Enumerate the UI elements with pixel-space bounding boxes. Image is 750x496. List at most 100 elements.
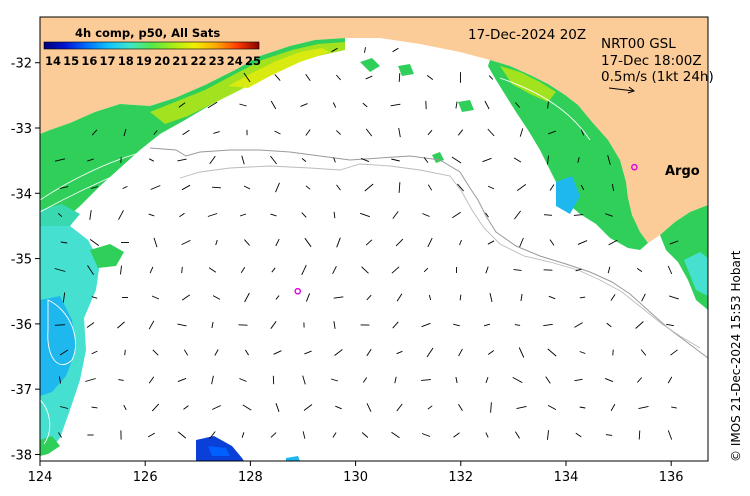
current-vector xyxy=(362,102,368,108)
current-vector xyxy=(549,184,555,191)
colorbar-label: 25 xyxy=(245,54,261,68)
y-tick-label: -33 xyxy=(11,122,32,137)
current-vector xyxy=(545,376,551,384)
vector-scale-label: 0.5m/s (1kt 24h) xyxy=(601,69,714,85)
credit-text: © IMOS 21-Dec-2024 15:53 Hobart xyxy=(729,250,743,462)
current-vector xyxy=(547,155,549,165)
current-vector xyxy=(514,102,521,108)
current-vector xyxy=(489,293,493,302)
current-vector xyxy=(59,406,69,409)
current-vector xyxy=(181,184,191,191)
current-vector xyxy=(575,432,582,438)
current-vector xyxy=(580,184,585,191)
current-vector xyxy=(211,375,214,385)
current-vector xyxy=(336,184,341,191)
current-vector xyxy=(330,378,339,382)
current-vector xyxy=(332,265,337,275)
x-tick-label: 132 xyxy=(448,470,473,485)
product-title: 4h comp, p50, All Sats xyxy=(75,26,220,40)
current-vector xyxy=(579,296,586,299)
current-vector xyxy=(667,265,673,275)
current-vector xyxy=(245,349,249,356)
current-vector xyxy=(211,321,214,329)
current-vector xyxy=(453,323,460,327)
argo-floats xyxy=(294,163,638,295)
colorbar-label: 14 xyxy=(45,54,61,68)
current-vector xyxy=(54,324,66,326)
current-vector xyxy=(333,296,344,299)
current-vector xyxy=(452,211,461,219)
current-vector xyxy=(396,350,403,355)
current-vector xyxy=(459,239,462,246)
current-vector xyxy=(153,130,158,135)
land-mass xyxy=(40,17,708,243)
isobath-line xyxy=(149,147,708,359)
current-vector xyxy=(548,295,556,300)
current-vector xyxy=(547,430,549,440)
current-vector xyxy=(610,294,616,301)
current-vector xyxy=(635,321,644,329)
argo-float-marker[interactable] xyxy=(631,163,638,171)
current-vector xyxy=(453,432,460,438)
current-vector xyxy=(300,103,308,107)
current-vector xyxy=(520,293,523,302)
current-vector xyxy=(487,185,495,190)
current-vector xyxy=(177,377,187,383)
current-vector xyxy=(86,322,95,328)
current-vector xyxy=(459,294,462,301)
current-vector xyxy=(366,294,372,301)
current-vector xyxy=(59,186,69,189)
current-vector xyxy=(305,185,311,190)
current-vector xyxy=(640,349,647,356)
current-vector xyxy=(331,47,338,53)
current-vector xyxy=(547,405,557,410)
current-vector xyxy=(638,405,649,410)
current-vector xyxy=(421,433,431,437)
x-tick-label: 124 xyxy=(28,470,53,485)
current-vector xyxy=(148,320,155,330)
current-vector xyxy=(457,183,464,192)
current-vector xyxy=(636,268,643,272)
current-vector xyxy=(152,349,159,356)
y-tick-label: -32 xyxy=(11,57,32,72)
x-tick-label: 136 xyxy=(659,470,684,485)
current-vector xyxy=(213,131,220,134)
colorbar-label: 22 xyxy=(190,54,206,68)
current-vector xyxy=(671,406,677,409)
current-vector xyxy=(305,73,311,82)
current-vector xyxy=(270,432,277,438)
current-vector xyxy=(390,103,401,107)
current-vector xyxy=(574,378,583,382)
current-vector xyxy=(427,129,433,136)
current-vector xyxy=(270,155,277,165)
current-vector xyxy=(208,267,217,273)
colorbar-label: 18 xyxy=(118,54,134,68)
current-vector xyxy=(490,402,492,413)
current-vector xyxy=(57,212,63,218)
current-vector xyxy=(398,182,401,193)
current-vector xyxy=(148,213,155,217)
current-vector xyxy=(607,155,611,165)
current-vector xyxy=(423,267,429,273)
current-vector xyxy=(89,210,92,220)
current-vector xyxy=(332,102,337,108)
current-vector xyxy=(333,211,336,219)
current-vector xyxy=(577,240,588,245)
current-vector xyxy=(451,156,462,164)
current-vector xyxy=(332,432,337,438)
argo-float-marker[interactable] xyxy=(294,287,302,295)
current-vector xyxy=(275,238,280,247)
current-vector xyxy=(485,376,489,384)
current-vector xyxy=(362,377,368,383)
current-vector xyxy=(426,347,434,358)
current-vector xyxy=(54,158,66,162)
current-vector xyxy=(513,269,522,271)
current-vector xyxy=(364,183,374,192)
current-vector xyxy=(182,129,190,136)
colorbar-label: 17 xyxy=(100,54,116,68)
current-vector xyxy=(512,377,523,383)
current-vector xyxy=(488,75,494,80)
colorbar-label: 15 xyxy=(63,54,79,68)
current-vector xyxy=(669,295,679,300)
current-vector xyxy=(271,267,276,273)
